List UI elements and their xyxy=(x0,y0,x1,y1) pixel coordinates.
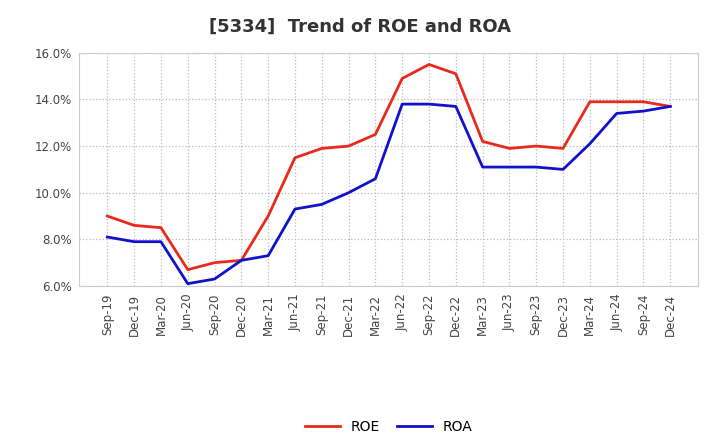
ROE xyxy=(505,146,514,151)
ROA xyxy=(425,102,433,107)
ROA xyxy=(451,104,460,109)
ROE xyxy=(130,223,138,228)
ROA xyxy=(505,165,514,170)
Text: [5334]  Trend of ROE and ROA: [5334] Trend of ROE and ROA xyxy=(209,18,511,36)
ROA xyxy=(237,258,246,263)
ROE xyxy=(478,139,487,144)
ROE xyxy=(666,104,675,109)
ROA xyxy=(478,165,487,170)
ROA xyxy=(585,141,594,147)
ROA xyxy=(639,108,648,114)
Legend: ROE, ROA: ROE, ROA xyxy=(300,414,478,439)
ROA xyxy=(612,111,621,116)
Line: ROE: ROE xyxy=(107,64,670,270)
ROA xyxy=(344,190,353,195)
ROA xyxy=(318,202,326,207)
ROE xyxy=(344,143,353,149)
ROE xyxy=(210,260,219,265)
ROA xyxy=(398,102,407,107)
ROE xyxy=(532,143,541,149)
ROA xyxy=(103,235,112,240)
ROE xyxy=(157,225,166,231)
ROE xyxy=(264,213,272,219)
ROA xyxy=(666,104,675,109)
ROE xyxy=(612,99,621,104)
ROE xyxy=(451,71,460,77)
ROE xyxy=(237,258,246,263)
ROE xyxy=(398,76,407,81)
ROE xyxy=(184,267,192,272)
ROE xyxy=(559,146,567,151)
ROE xyxy=(103,213,112,219)
Line: ROA: ROA xyxy=(107,104,670,284)
ROA xyxy=(291,206,300,212)
ROA xyxy=(532,165,541,170)
ROA xyxy=(559,167,567,172)
ROE xyxy=(291,155,300,161)
ROA xyxy=(210,276,219,282)
ROA xyxy=(184,281,192,286)
ROA xyxy=(264,253,272,258)
ROA xyxy=(130,239,138,244)
ROE xyxy=(425,62,433,67)
ROA xyxy=(371,176,379,181)
ROE xyxy=(371,132,379,137)
ROA xyxy=(157,239,166,244)
ROE xyxy=(318,146,326,151)
ROE xyxy=(639,99,648,104)
ROE xyxy=(585,99,594,104)
